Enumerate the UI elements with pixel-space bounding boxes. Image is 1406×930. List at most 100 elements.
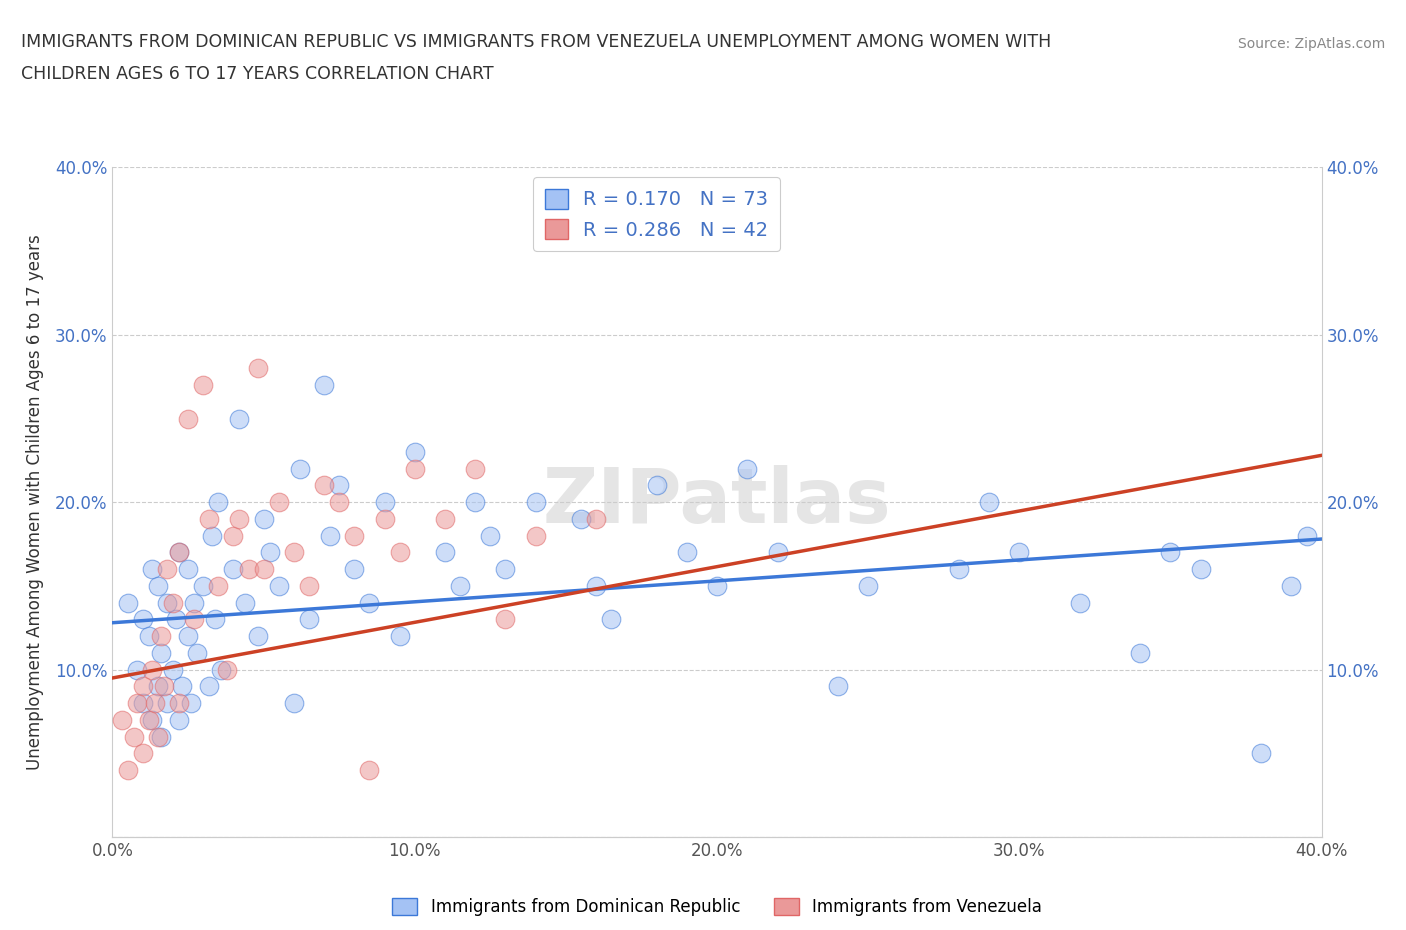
Point — [191, 578, 214, 593]
Point — [238, 562, 260, 577]
Point — [1159, 545, 1181, 560]
Point — [132, 746, 155, 761]
Point — [191, 378, 214, 392]
Point — [495, 562, 517, 577]
Point — [253, 562, 276, 577]
Point — [298, 612, 321, 627]
Point — [464, 461, 486, 476]
Point — [585, 512, 607, 526]
Point — [141, 712, 163, 727]
Point — [183, 595, 205, 610]
Point — [600, 612, 623, 627]
Text: Source: ZipAtlas.com: Source: ZipAtlas.com — [1237, 37, 1385, 51]
Point — [374, 512, 396, 526]
Point — [948, 562, 970, 577]
Point — [827, 679, 849, 694]
Point — [856, 578, 880, 593]
Point — [246, 361, 269, 376]
Point — [167, 712, 190, 727]
Point — [222, 562, 245, 577]
Point — [156, 696, 179, 711]
Point — [156, 562, 179, 577]
Point — [374, 495, 396, 510]
Point — [153, 679, 176, 694]
Point — [404, 461, 426, 476]
Point — [177, 411, 200, 426]
Point — [1189, 562, 1212, 577]
Point — [149, 629, 172, 644]
Point — [259, 545, 281, 560]
Point — [198, 679, 221, 694]
Point — [328, 478, 350, 493]
Point — [388, 545, 411, 560]
Point — [675, 545, 697, 560]
Point — [283, 696, 305, 711]
Point — [138, 629, 160, 644]
Point — [343, 528, 366, 543]
Point — [464, 495, 486, 510]
Point — [162, 662, 184, 677]
Point — [1069, 595, 1091, 610]
Point — [204, 612, 226, 627]
Point — [288, 461, 311, 476]
Point — [524, 528, 547, 543]
Point — [766, 545, 789, 560]
Point — [222, 528, 245, 543]
Point — [235, 595, 257, 610]
Point — [167, 545, 190, 560]
Point — [283, 545, 305, 560]
Point — [209, 662, 232, 677]
Point — [146, 578, 169, 593]
Point — [253, 512, 276, 526]
Point — [267, 578, 290, 593]
Point — [314, 478, 336, 493]
Point — [143, 696, 166, 711]
Point — [569, 512, 592, 526]
Point — [1279, 578, 1302, 593]
Point — [138, 712, 160, 727]
Legend: Immigrants from Dominican Republic, Immigrants from Venezuela: Immigrants from Dominican Republic, Immi… — [385, 891, 1049, 923]
Point — [433, 545, 456, 560]
Point — [183, 612, 205, 627]
Point — [117, 763, 139, 777]
Point — [319, 528, 342, 543]
Text: ZIPatlas: ZIPatlas — [543, 465, 891, 539]
Point — [228, 411, 250, 426]
Point — [156, 595, 179, 610]
Point — [479, 528, 502, 543]
Point — [201, 528, 224, 543]
Point — [180, 696, 202, 711]
Point — [217, 662, 239, 677]
Point — [149, 729, 172, 744]
Point — [122, 729, 145, 744]
Point — [228, 512, 250, 526]
Point — [132, 612, 155, 627]
Point — [328, 495, 350, 510]
Point — [207, 495, 229, 510]
Point — [170, 679, 193, 694]
Point — [186, 645, 208, 660]
Point — [146, 679, 169, 694]
Point — [110, 712, 132, 727]
Point — [1008, 545, 1031, 560]
Text: CHILDREN AGES 6 TO 17 YEARS CORRELATION CHART: CHILDREN AGES 6 TO 17 YEARS CORRELATION … — [21, 65, 494, 83]
Point — [141, 562, 163, 577]
Point — [149, 645, 172, 660]
Point — [449, 578, 471, 593]
Point — [146, 729, 169, 744]
Point — [141, 662, 163, 677]
Point — [388, 629, 411, 644]
Point — [343, 562, 366, 577]
Point — [298, 578, 321, 593]
Text: IMMIGRANTS FROM DOMINICAN REPUBLIC VS IMMIGRANTS FROM VENEZUELA UNEMPLOYMENT AMO: IMMIGRANTS FROM DOMINICAN REPUBLIC VS IM… — [21, 33, 1052, 50]
Point — [162, 595, 184, 610]
Point — [977, 495, 1000, 510]
Y-axis label: Unemployment Among Women with Children Ages 6 to 17 years: Unemployment Among Women with Children A… — [25, 234, 44, 770]
Point — [706, 578, 728, 593]
Point — [359, 595, 381, 610]
Point — [585, 578, 607, 593]
Point — [177, 629, 200, 644]
Point — [495, 612, 517, 627]
Point — [267, 495, 290, 510]
Point — [314, 378, 336, 392]
